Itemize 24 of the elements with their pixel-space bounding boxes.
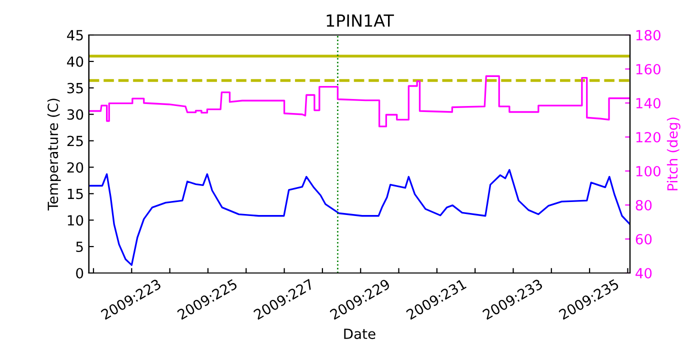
y-tick-label: 10	[68, 215, 84, 226]
y2-tick-label: 120	[636, 132, 660, 142]
y-tick-label: 45	[67, 30, 83, 40]
y-tick-label: 40	[67, 56, 84, 67]
line-series	[88, 75, 630, 128]
y-tick-label: 5	[76, 242, 83, 252]
y2-tick-label: 80	[636, 200, 652, 210]
chart-title: 1PIN1AT	[326, 14, 394, 27]
y-tick-label: 30	[67, 109, 84, 120]
y2-tick-label: 100	[636, 166, 660, 176]
y-tick-label: 20	[67, 162, 84, 173]
y2-tick-label: 140	[636, 98, 660, 108]
y-axis-title: Temperature (C)	[47, 98, 61, 210]
y-tick-label: 15	[68, 188, 83, 200]
y2-tick-label: 40	[636, 268, 652, 278]
y2-tick-label: 160	[636, 64, 660, 74]
y2-axis-title: Pitch (deg)	[666, 118, 680, 190]
y2-tick-label: 60	[636, 234, 652, 244]
y-tick-label: 0	[76, 268, 84, 278]
y-tick-label: 35	[67, 82, 83, 94]
y2-tick-label: 180	[636, 30, 660, 40]
y-tick-label: 25	[67, 136, 83, 146]
x-axis-title: Date	[344, 328, 376, 340]
line-series	[88, 169, 630, 266]
